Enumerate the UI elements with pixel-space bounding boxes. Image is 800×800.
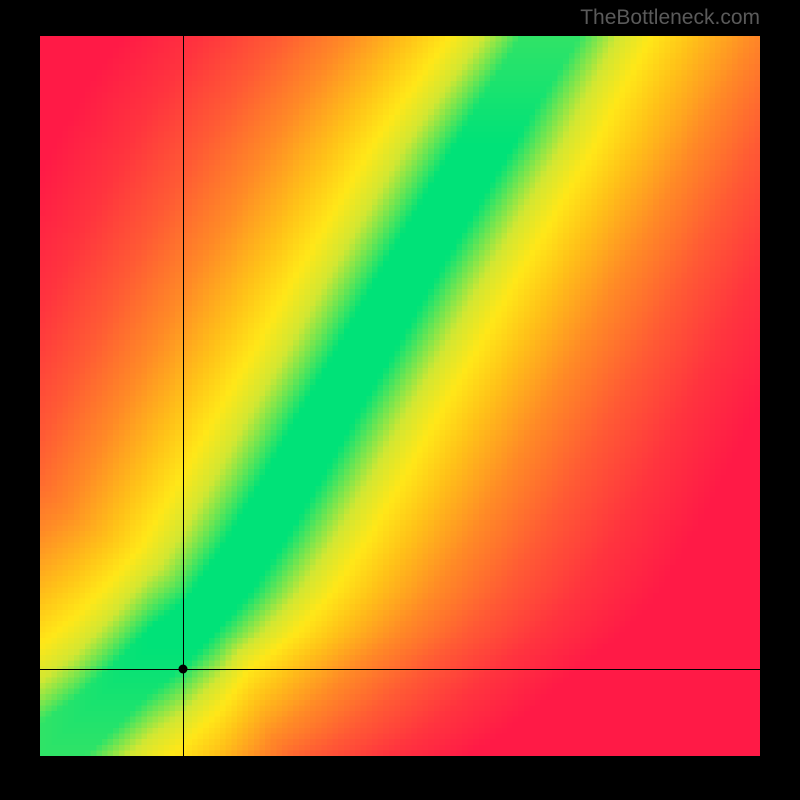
selection-marker	[178, 664, 187, 673]
heatmap-plot	[40, 36, 760, 756]
heatmap-canvas	[40, 36, 760, 756]
watermark-text: TheBottleneck.com	[580, 6, 760, 30]
crosshair-vertical	[183, 36, 184, 756]
crosshair-horizontal	[40, 669, 760, 670]
